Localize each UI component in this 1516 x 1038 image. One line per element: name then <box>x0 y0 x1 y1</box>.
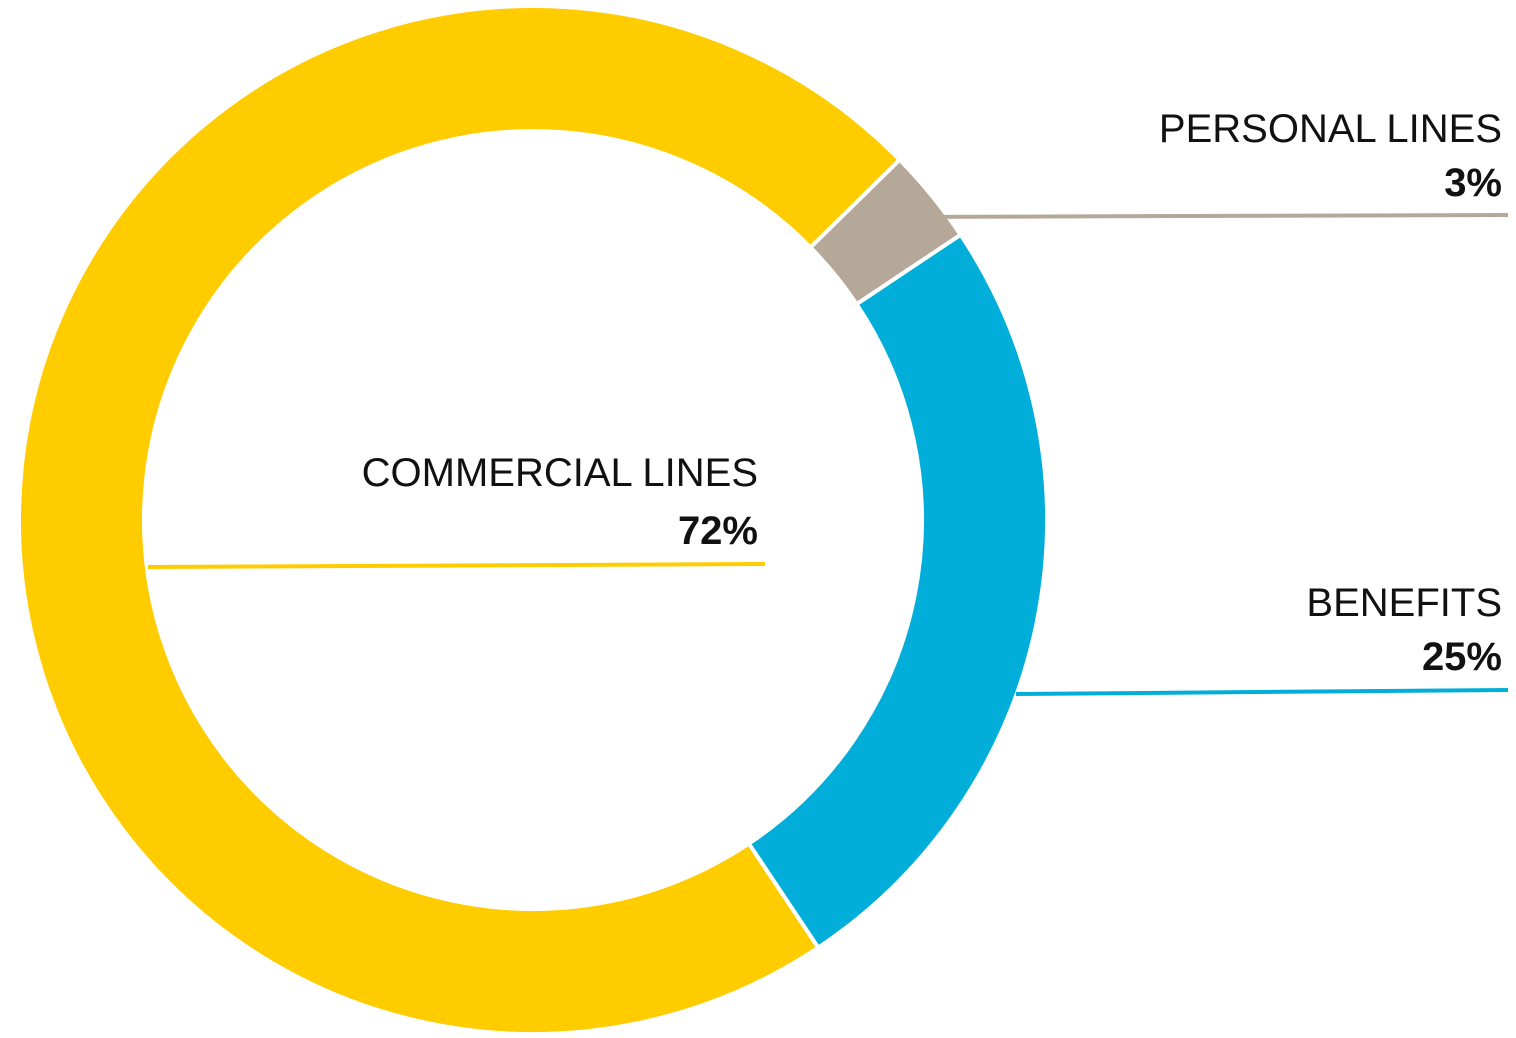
donut-slices <box>17 4 1049 1036</box>
leader-benefits <box>1015 688 1509 696</box>
slice-benefits <box>746 232 1049 950</box>
label-commercial-lines: COMMERCIAL LINES <box>362 451 758 495</box>
value-personal-lines: 3% <box>1444 161 1502 205</box>
label-personal-lines: PERSONAL LINES <box>1159 107 1502 151</box>
value-benefits: 25% <box>1422 635 1502 679</box>
label-benefits: BENEFITS <box>1306 581 1502 625</box>
leader-personal-lines <box>883 213 1509 219</box>
leader-lines <box>147 213 1509 696</box>
value-commercial-lines: 72% <box>678 509 758 553</box>
slice-commercial-lines <box>17 4 902 1036</box>
segment-labels: PERSONAL LINES 3% BENEFITS 25% COMMERCIA… <box>362 107 1502 679</box>
leader-commercial-lines <box>147 562 766 569</box>
